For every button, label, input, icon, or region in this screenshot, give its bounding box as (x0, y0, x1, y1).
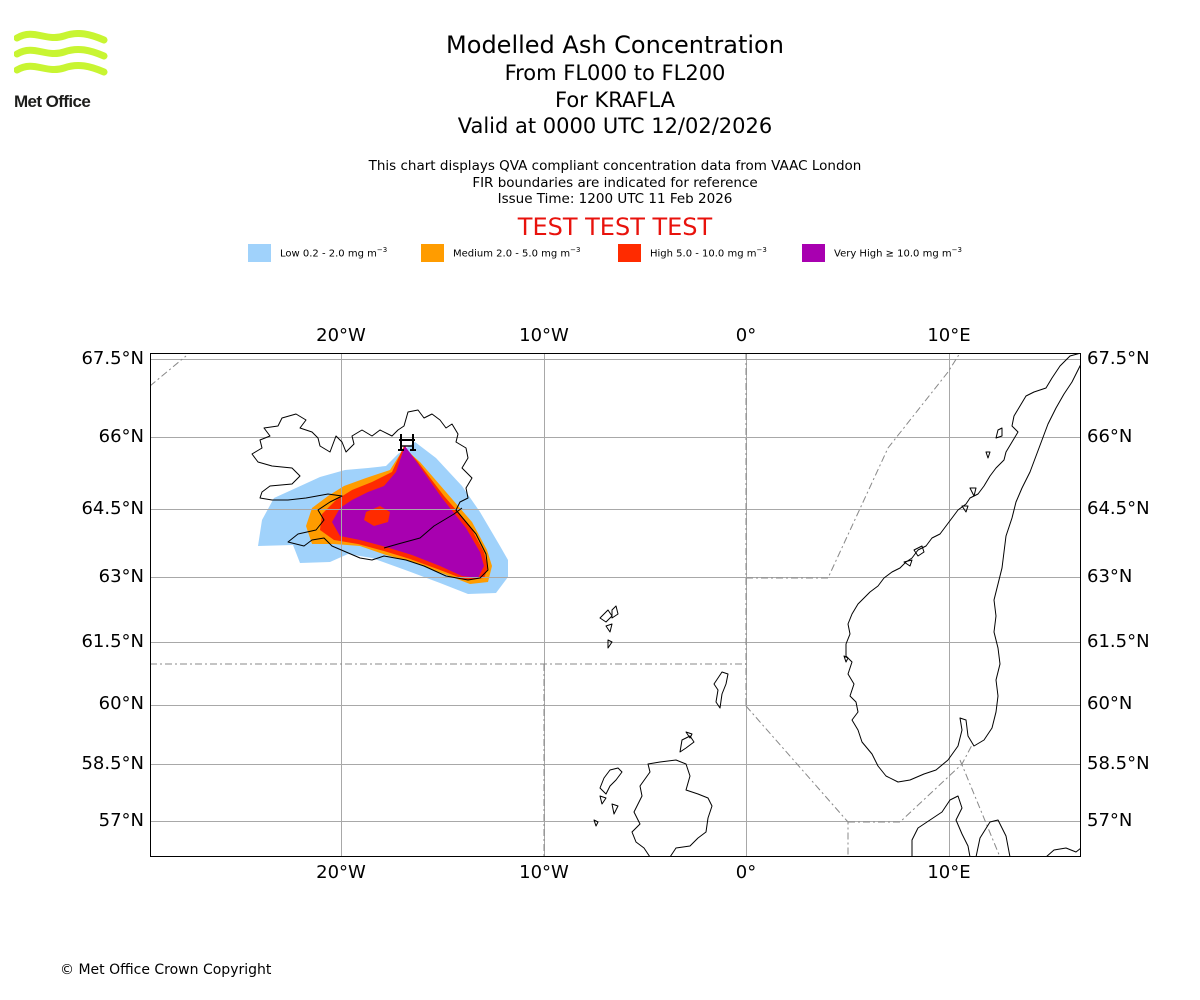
lon-label-top-0: 0° (735, 325, 757, 346)
lon-label-top-10w: 10°W (519, 325, 569, 346)
lat-label-right-57: 57°N (1087, 810, 1133, 831)
lat-label-left-66: 66°N (98, 426, 144, 447)
coast-iceland-interior (383, 507, 463, 549)
lat-label-right-60: 60°N (1087, 693, 1133, 714)
lat-label-left-61-5: 61.5°N (81, 631, 144, 652)
legend-exp-high: −3 (756, 246, 767, 254)
legend-swatch-high (618, 244, 641, 262)
coast-norway (845, 353, 1081, 783)
map-frame (150, 353, 1081, 857)
chart-titles: Modelled Ash Concentration From FL000 to… (315, 30, 915, 140)
coast-denmark-sweden (911, 795, 1081, 857)
fir-norway-polaris (746, 353, 961, 579)
lat-label-left-57: 57°N (98, 810, 144, 831)
ash-layer-very-high (332, 446, 484, 578)
lat-label-left-60: 60°N (98, 693, 144, 714)
lat-label-right-64-5: 64.5°N (1087, 498, 1150, 519)
volcano-name: For KRAFLA (555, 87, 675, 112)
lat-label-left-64-5: 64.5°N (81, 498, 144, 519)
coast-faroes (599, 605, 619, 649)
coastlines (251, 353, 1081, 857)
legend-label-medium: Medium 2.0 - 5.0 mg m (453, 248, 571, 260)
lon-label-bottom-10e: 10°E (927, 862, 971, 883)
met-office-wordmark: Met Office (14, 92, 91, 111)
lat-label-right-58-5: 58.5°N (1087, 753, 1150, 774)
legend-swatch-low (248, 244, 271, 262)
met-office-logo: Met Office (14, 30, 108, 112)
coast-shetland (713, 671, 729, 709)
chart-info: This chart displays QVA compliant concen… (315, 158, 915, 208)
lat-label-right-66: 66°N (1087, 426, 1133, 447)
lat-label-left-58-5: 58.5°N (81, 753, 144, 774)
valid-time: Valid at 0000 UTC 12/02/2026 (457, 114, 773, 138)
lon-label-bottom-10w: 10°W (519, 862, 569, 883)
lat-label-left-67-5: 67.5°N (81, 348, 144, 369)
coast-scotland (631, 759, 713, 857)
lat-label-right-61-5: 61.5°N (1087, 631, 1150, 652)
legend-exp-low: −3 (376, 246, 388, 254)
legend-label-high: High 5.0 - 10.0 mg m (650, 248, 757, 260)
chart-title: Modelled Ash Concentration (446, 31, 784, 59)
legend-swatch-medium (421, 244, 444, 262)
info-fir: FIR boundaries are indicated for referen… (472, 174, 758, 191)
coast-norway-islands (843, 427, 1003, 663)
legend-swatch-very-high (802, 244, 825, 262)
fir-sweden-norway (959, 759, 1001, 857)
lon-label-top-10e: 10°E (927, 325, 971, 346)
met-office-waves-icon (14, 30, 108, 76)
lon-label-top-20w: 20°W (316, 325, 366, 346)
copyright-notice: © Met Office Crown Copyright (60, 962, 272, 978)
map-background (150, 353, 1081, 857)
flight-levels: From FL000 to FL200 (504, 61, 726, 85)
coast-iceland (251, 409, 489, 581)
test-banner: TEST TEST TEST (517, 213, 713, 241)
lat-label-right-67-5: 67.5°N (1087, 348, 1150, 369)
lon-label-bottom-0: 0° (735, 862, 757, 883)
lon-label-bottom-20w: 20°W (316, 862, 366, 883)
legend-label-very-high: Very High ≥ 10.0 mg m (834, 248, 952, 260)
info-issue-time: Issue Time: 1200 UTC 11 Feb 2026 (497, 191, 733, 207)
coast-hebrides (593, 767, 623, 827)
lat-label-right-63: 63°N (1087, 566, 1133, 587)
legend-label-low: Low 0.2 - 2.0 mg m (280, 248, 377, 260)
ash-high-pocket (364, 506, 390, 526)
fir-denmark-norway (848, 744, 973, 823)
legend-exp-very-high: −3 (951, 246, 962, 254)
coast-orkney (679, 731, 695, 753)
lat-label-left-63: 63°N (98, 566, 144, 587)
legend-exp-medium: −3 (570, 246, 581, 254)
info-qva: This chart displays QVA compliant concen… (368, 158, 862, 174)
ash-map (150, 353, 1081, 857)
fir-boundaries (150, 353, 1001, 857)
volcano-icon (398, 434, 416, 451)
